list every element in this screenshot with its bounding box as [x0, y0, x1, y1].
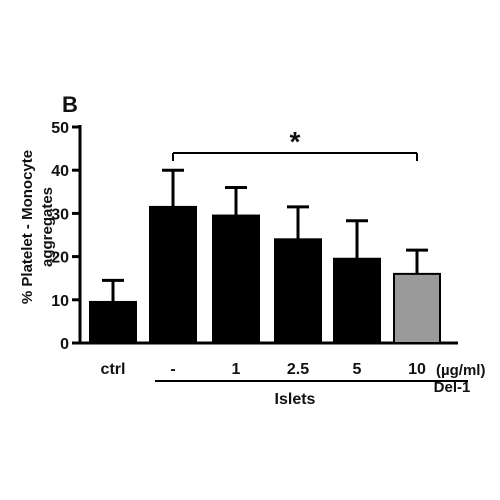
y-ticks: 0 10 20 30 40 50: [51, 120, 80, 353]
bar: [89, 300, 137, 344]
panel-label: B: [62, 92, 78, 117]
y-axis-title: % Platelet - Monocyte aggregates: [19, 150, 56, 304]
x-tick-label: ctrl: [101, 361, 126, 378]
y-axis-title-line-2: aggregates: [39, 187, 56, 267]
y-tick-label: 40: [51, 163, 69, 180]
y-tick-label: 20: [51, 250, 69, 267]
group-label: Islets: [275, 391, 316, 408]
y-axis-title-line-1: % Platelet - Monocyte: [19, 150, 36, 304]
y-tick-label: 50: [51, 120, 69, 137]
x-tick-label: 2.5: [287, 361, 309, 378]
x-tick-label: -: [170, 361, 175, 378]
bar: [333, 257, 381, 345]
y-tick-label: 0: [60, 336, 69, 353]
significance-marker: *: [290, 126, 301, 157]
bar: [393, 272, 441, 345]
x-tick-label: 1: [232, 361, 241, 378]
bar: [212, 214, 260, 344]
y-tick-label: 30: [51, 206, 69, 223]
x-tick-labels: ctrl - 1 2.5 5 10: [101, 361, 426, 378]
unit-label: (µg/ml): [436, 362, 485, 379]
y-tick-label: 10: [51, 293, 69, 310]
significance-bracket: *: [172, 126, 418, 161]
treatment-label: Del-1: [434, 379, 471, 396]
x-tick-label: 10: [408, 361, 426, 378]
bar: [274, 238, 322, 345]
bar: [149, 205, 197, 344]
x-tick-label: 5: [353, 361, 362, 378]
bars: [89, 168, 441, 345]
